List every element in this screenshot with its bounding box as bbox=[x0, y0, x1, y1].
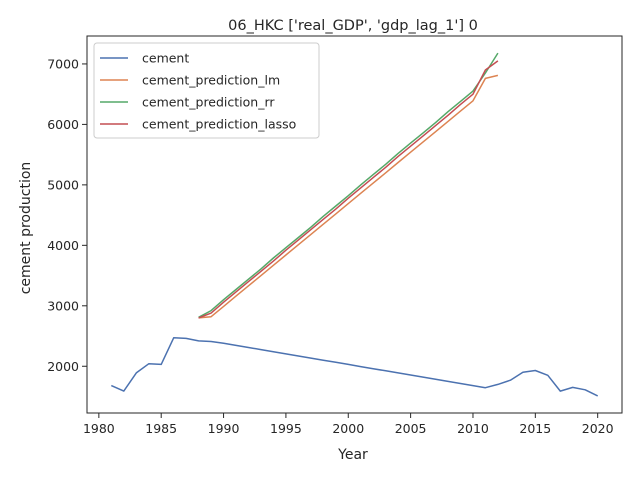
x-tick-label: 1985 bbox=[145, 421, 177, 436]
legend-label: cement_prediction_lm bbox=[142, 73, 280, 88]
x-tick-label: 2020 bbox=[582, 421, 614, 436]
cement_prediction_lasso-line bbox=[198, 60, 499, 319]
series-lines bbox=[110, 52, 599, 397]
cement_prediction_lm-line bbox=[198, 74, 499, 319]
x-tick-label: 2015 bbox=[519, 421, 551, 436]
y-axis-label: cement production bbox=[18, 162, 34, 295]
y-tick-label: 5000 bbox=[47, 177, 79, 192]
legend: cement cement_prediction_lm cement_predict… bbox=[93, 42, 320, 139]
x-tick-label: 1980 bbox=[83, 421, 115, 436]
cement_prediction_rr-line bbox=[198, 52, 499, 318]
y-axis-ticks: 2000 3000 4000 5000 6000 7000 bbox=[47, 56, 87, 374]
legend-box bbox=[93, 42, 320, 139]
legend-label: cement_prediction_lasso bbox=[142, 117, 296, 132]
chart-title: 06_HKC ['real_GDP', 'gdp_lag_1'] 0 bbox=[228, 18, 478, 34]
x-tick-label: 1995 bbox=[270, 421, 302, 436]
y-tick-label: 7000 bbox=[47, 56, 79, 71]
y-tick-label: 6000 bbox=[47, 117, 79, 132]
y-tick-label: 2000 bbox=[47, 359, 79, 374]
y-tick-label: 4000 bbox=[47, 238, 79, 253]
x-axis-ticks: 1980 1985 1990 1995 2000 2005 2010 2015 2020 bbox=[83, 413, 614, 436]
legend-label: cement_prediction_rr bbox=[142, 95, 275, 110]
legend-label: cement bbox=[142, 51, 189, 66]
x-tick-label: 1990 bbox=[208, 421, 240, 436]
plot-frame bbox=[86, 35, 623, 414]
cement-line bbox=[110, 337, 599, 397]
x-axis-label: Year bbox=[337, 447, 368, 463]
x-tick-label: 2005 bbox=[395, 421, 427, 436]
x-tick-label: 2010 bbox=[457, 421, 489, 436]
x-tick-label: 2000 bbox=[332, 421, 364, 436]
y-tick-label: 3000 bbox=[47, 298, 79, 313]
